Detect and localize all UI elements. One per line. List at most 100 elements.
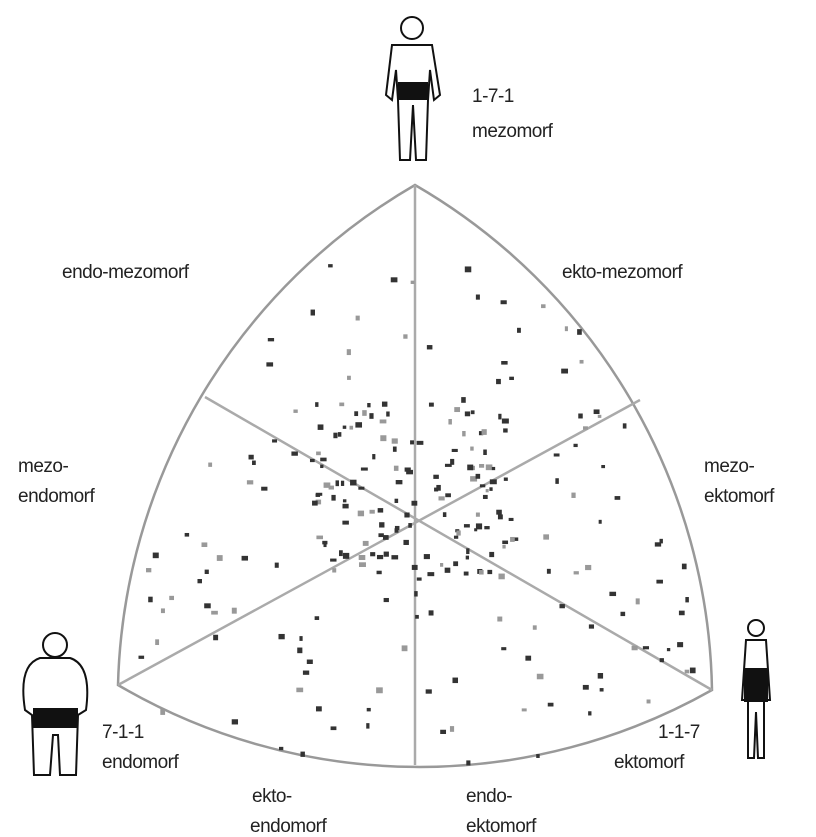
data-dot bbox=[599, 520, 602, 524]
data-dot bbox=[547, 569, 551, 574]
data-dot bbox=[278, 634, 284, 639]
data-dot bbox=[454, 536, 458, 539]
vertex-name: mezomorf bbox=[472, 121, 554, 142]
data-dot bbox=[405, 467, 411, 471]
data-dot bbox=[559, 604, 564, 608]
data-dot bbox=[376, 687, 383, 693]
data-dot bbox=[452, 678, 458, 684]
data-dot bbox=[424, 554, 430, 559]
data-dot bbox=[474, 528, 477, 531]
data-dot bbox=[515, 537, 519, 540]
data-dot bbox=[574, 571, 579, 574]
data-dot bbox=[571, 493, 575, 498]
data-dot bbox=[476, 295, 480, 300]
data-dot bbox=[483, 495, 488, 499]
data-dot bbox=[479, 464, 484, 468]
data-dot bbox=[316, 452, 321, 456]
data-dot bbox=[272, 439, 277, 442]
data-dot bbox=[354, 411, 358, 416]
data-dot bbox=[328, 264, 333, 267]
data-dot bbox=[589, 624, 594, 628]
data-dot bbox=[247, 480, 253, 484]
data-dot bbox=[404, 512, 409, 517]
data-dot bbox=[293, 410, 297, 413]
data-dot bbox=[487, 570, 492, 574]
data-dot bbox=[501, 361, 507, 365]
data-dot bbox=[310, 459, 315, 462]
data-dot bbox=[497, 617, 502, 622]
data-dot bbox=[316, 493, 323, 496]
axis-line bbox=[118, 400, 640, 685]
data-dot bbox=[417, 441, 424, 445]
data-dot bbox=[440, 730, 446, 734]
region-label: mezo- bbox=[704, 456, 754, 477]
data-dot bbox=[367, 403, 370, 407]
data-dot bbox=[394, 466, 399, 471]
region-label: ektomorf bbox=[704, 486, 775, 507]
data-dot bbox=[242, 556, 248, 561]
data-dot bbox=[577, 329, 582, 335]
data-dot bbox=[384, 598, 389, 602]
data-dot bbox=[201, 542, 207, 547]
data-dot bbox=[555, 478, 558, 484]
data-dot bbox=[496, 510, 502, 515]
data-dot bbox=[393, 447, 397, 452]
data-dot bbox=[598, 415, 602, 418]
data-dot bbox=[482, 429, 487, 435]
data-dot bbox=[320, 465, 323, 468]
data-dot bbox=[443, 512, 446, 517]
data-dot bbox=[533, 625, 537, 629]
data-dot bbox=[395, 499, 399, 503]
data-dot bbox=[439, 496, 445, 500]
data-dot bbox=[384, 552, 389, 557]
data-dot bbox=[386, 411, 389, 416]
data-dot bbox=[417, 577, 422, 580]
data-dot bbox=[427, 345, 433, 349]
data-dot bbox=[379, 522, 384, 527]
data-dot bbox=[339, 403, 344, 407]
data-dot bbox=[197, 579, 202, 583]
data-dot bbox=[677, 642, 683, 647]
data-dot bbox=[148, 597, 152, 603]
data-dot bbox=[502, 419, 509, 424]
data-dot bbox=[332, 568, 336, 572]
data-dot bbox=[440, 563, 443, 567]
data-dot bbox=[496, 379, 501, 384]
data-dot bbox=[583, 685, 589, 690]
data-dot bbox=[489, 487, 492, 491]
data-dot bbox=[341, 481, 344, 486]
data-dot bbox=[489, 552, 494, 557]
data-dot bbox=[185, 533, 189, 537]
data-dot bbox=[350, 426, 354, 430]
data-dot bbox=[347, 349, 351, 355]
data-dot bbox=[342, 504, 348, 509]
data-dot bbox=[217, 555, 223, 561]
endomorph-figure bbox=[23, 633, 87, 775]
data-dot bbox=[169, 596, 174, 600]
data-dot bbox=[343, 499, 346, 502]
data-dot bbox=[609, 592, 616, 596]
data-dot bbox=[146, 568, 151, 572]
data-dot bbox=[480, 484, 485, 487]
data-dot bbox=[522, 708, 527, 711]
data-dot bbox=[378, 508, 384, 512]
data-dot bbox=[502, 541, 508, 545]
data-dot bbox=[492, 467, 495, 470]
data-dot bbox=[476, 513, 480, 517]
data-dot bbox=[331, 726, 337, 730]
data-dot bbox=[598, 673, 603, 679]
region-label: ekto- bbox=[252, 786, 292, 807]
data-dot bbox=[372, 454, 375, 459]
data-dot bbox=[461, 397, 466, 403]
data-dot bbox=[682, 564, 687, 570]
data-dot bbox=[315, 402, 318, 407]
data-dot bbox=[350, 480, 356, 486]
region-label: ektomorf bbox=[466, 816, 537, 837]
data-dot bbox=[509, 377, 514, 380]
data-dot bbox=[585, 565, 591, 570]
data-dot bbox=[517, 328, 521, 333]
data-dot bbox=[316, 706, 322, 711]
data-dot bbox=[331, 495, 335, 501]
data-dot bbox=[312, 501, 318, 506]
data-dot bbox=[429, 403, 434, 407]
